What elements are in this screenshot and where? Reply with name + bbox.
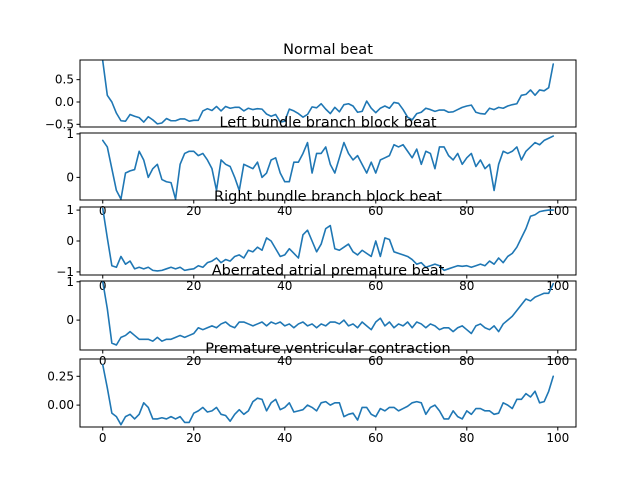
x-tick-label: 80 bbox=[459, 204, 474, 218]
x-tick-label: 100 bbox=[546, 204, 569, 218]
y-tick-label: −0.5 bbox=[45, 117, 74, 131]
subplot-title: Premature ventricular contraction bbox=[205, 341, 450, 357]
subplot-1: 0.5 0.0 −0.5 Normal beat bbox=[45, 42, 577, 131]
x-tick-label: 0 bbox=[99, 431, 107, 445]
x-tick-label: 60 bbox=[368, 431, 383, 445]
x-tick-label: 40 bbox=[277, 279, 292, 293]
x-tick-label: 80 bbox=[459, 354, 474, 368]
axes-frame bbox=[79, 59, 577, 128]
y-tick-label: 0 bbox=[66, 313, 74, 327]
x-tick-label: 0 bbox=[99, 354, 107, 368]
x-tick-label: 40 bbox=[277, 204, 292, 218]
axes-frame bbox=[79, 280, 577, 351]
y-tick-label: 0 bbox=[66, 170, 74, 184]
series-line bbox=[101, 207, 555, 272]
series-line bbox=[101, 60, 555, 125]
x-tick-label: 80 bbox=[459, 431, 474, 445]
x-tick-label: 60 bbox=[368, 204, 383, 218]
x-tick-label: 60 bbox=[368, 354, 383, 368]
subplot-title: Left bundle branch block beat bbox=[219, 115, 436, 131]
x-tick-label: 100 bbox=[546, 279, 569, 293]
subplot-title: Right bundle branch block beat bbox=[214, 189, 442, 205]
y-tick-label: 0.25 bbox=[47, 369, 74, 383]
y-tick-label: 1 bbox=[66, 275, 74, 289]
x-tick-label: 100 bbox=[546, 431, 569, 445]
y-tick-label: −1 bbox=[56, 265, 74, 279]
x-tick-label: 20 bbox=[186, 279, 201, 293]
subplot-title: Normal beat bbox=[283, 42, 373, 58]
y-tick-label: 0 bbox=[66, 234, 74, 248]
axes-frame bbox=[79, 358, 577, 428]
series-line bbox=[101, 363, 555, 426]
x-tick-label: 20 bbox=[186, 354, 201, 368]
y-tick-label: 0.0 bbox=[55, 95, 74, 109]
x-tick-label: 20 bbox=[186, 431, 201, 445]
y-tick-label: 0.5 bbox=[55, 73, 74, 87]
subplot-title: Aberrated atrial premature beat bbox=[212, 263, 445, 279]
x-tick-label: 40 bbox=[277, 354, 292, 368]
x-tick-label: 40 bbox=[277, 431, 292, 445]
y-tick-label: 1 bbox=[66, 127, 74, 141]
x-tick-label: 100 bbox=[546, 354, 569, 368]
series-line bbox=[101, 280, 555, 346]
x-tick-label: 60 bbox=[368, 279, 383, 293]
axes-frame bbox=[79, 132, 577, 201]
y-tick-label: 0.00 bbox=[47, 398, 74, 412]
subplot-5: 0.25 0.00 0 20 40 60 80 100 Premature ventricula… bbox=[47, 341, 577, 445]
y-tick-label: 1 bbox=[66, 203, 74, 217]
series-line bbox=[101, 135, 555, 200]
x-tick-label: 20 bbox=[186, 204, 201, 218]
x-tick-label: 80 bbox=[459, 279, 474, 293]
